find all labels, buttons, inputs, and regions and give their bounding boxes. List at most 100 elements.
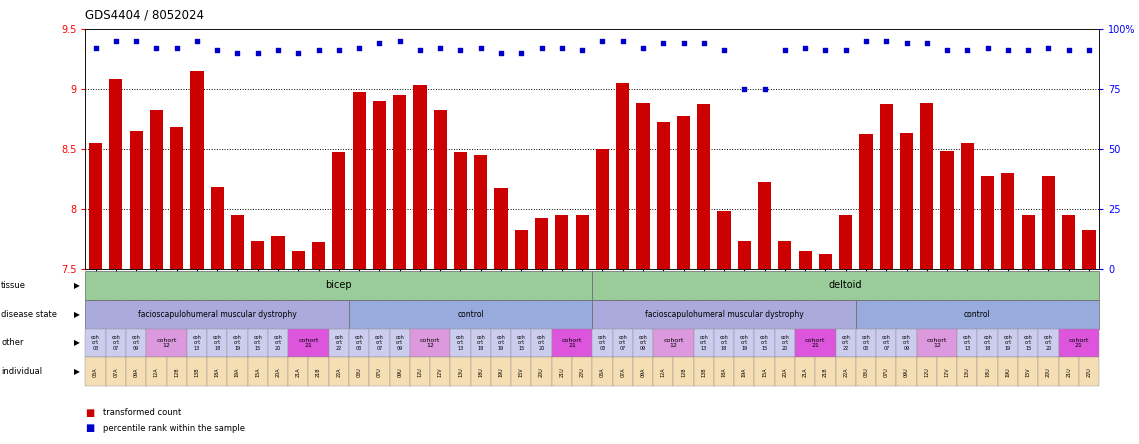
Text: coh
ort
15: coh ort 15: [760, 335, 769, 351]
Point: [817, 47, 835, 54]
Text: 03U: 03U: [357, 367, 361, 377]
Text: 21A: 21A: [803, 367, 808, 377]
Text: 12B: 12B: [174, 367, 179, 377]
Text: cohort
21: cohort 21: [805, 337, 826, 349]
Text: 19A: 19A: [741, 367, 747, 377]
Bar: [271, 236, 285, 269]
Text: 07U: 07U: [377, 367, 382, 377]
Point: [451, 47, 469, 54]
Text: 12U: 12U: [925, 367, 929, 377]
Point: [614, 37, 632, 44]
Bar: [941, 151, 953, 269]
Point: [958, 47, 976, 54]
Text: 22U: 22U: [580, 367, 584, 377]
Point: [431, 44, 449, 52]
Bar: [575, 215, 589, 269]
Text: coh
ort
03: coh ort 03: [354, 335, 363, 351]
Bar: [109, 79, 122, 269]
Text: 15A: 15A: [255, 367, 260, 377]
Text: control: control: [964, 309, 991, 319]
Text: deltoid: deltoid: [829, 280, 862, 290]
Bar: [819, 254, 831, 269]
Text: coh
ort
13: coh ort 13: [192, 335, 202, 351]
Text: 20U: 20U: [539, 367, 544, 377]
Bar: [860, 135, 872, 269]
Point: [877, 37, 895, 44]
Text: 15V: 15V: [1026, 367, 1031, 377]
Bar: [879, 104, 893, 269]
Text: coh
ort
19: coh ort 19: [1003, 335, 1013, 351]
Text: ■: ■: [85, 408, 95, 418]
Point: [999, 47, 1017, 54]
Text: coh
ort
03: coh ort 03: [598, 335, 607, 351]
Text: control: control: [457, 309, 484, 319]
Bar: [798, 250, 812, 269]
Text: cohort
21: cohort 21: [562, 337, 582, 349]
Text: bicep: bicep: [326, 280, 352, 290]
Text: ▶: ▶: [74, 367, 80, 377]
Text: coh
ort
18: coh ort 18: [476, 335, 485, 351]
Text: percentile rank within the sample: percentile rank within the sample: [103, 424, 245, 433]
Text: coh
ort
15: coh ort 15: [517, 335, 526, 351]
Text: 19U: 19U: [1006, 367, 1010, 377]
Text: coh
ort
09: coh ort 09: [902, 335, 911, 351]
Text: 18U: 18U: [478, 367, 483, 377]
Text: cohort
21: cohort 21: [1068, 337, 1089, 349]
Point: [167, 44, 186, 52]
Bar: [393, 95, 407, 269]
Text: cohort
21: cohort 21: [298, 337, 319, 349]
Text: coh
ort
09: coh ort 09: [639, 335, 647, 351]
Text: coh
ort
20: coh ort 20: [780, 335, 789, 351]
Point: [533, 44, 551, 52]
Bar: [596, 149, 609, 269]
Text: 22A: 22A: [843, 367, 849, 377]
Text: coh
ort
07: coh ort 07: [112, 335, 121, 351]
Text: disease state: disease state: [1, 309, 57, 319]
Text: coh
ort
20: coh ort 20: [1044, 335, 1052, 351]
Bar: [454, 152, 467, 269]
Bar: [150, 111, 163, 269]
Bar: [413, 85, 426, 269]
Point: [939, 47, 957, 54]
Point: [350, 44, 368, 52]
Point: [857, 37, 875, 44]
Text: coh
ort
18: coh ort 18: [983, 335, 992, 351]
Bar: [778, 241, 792, 269]
Bar: [170, 127, 183, 269]
Point: [1059, 47, 1077, 54]
Text: 12A: 12A: [661, 367, 665, 377]
Text: cohort
12: cohort 12: [663, 337, 683, 349]
Text: coh
ort
22: coh ort 22: [335, 335, 343, 351]
Point: [330, 47, 349, 54]
Text: 19A: 19A: [235, 367, 240, 377]
Point: [654, 40, 672, 47]
Point: [633, 44, 652, 52]
Point: [289, 49, 308, 56]
Text: GDS4404 / 8052024: GDS4404 / 8052024: [85, 9, 204, 22]
Bar: [211, 187, 223, 269]
Point: [552, 44, 571, 52]
Text: transformed count: transformed count: [103, 408, 181, 417]
Bar: [616, 83, 629, 269]
Point: [310, 47, 328, 54]
Text: 12V: 12V: [944, 367, 950, 377]
Text: coh
ort
03: coh ort 03: [861, 335, 870, 351]
Bar: [231, 215, 244, 269]
Bar: [697, 104, 711, 269]
Point: [391, 37, 409, 44]
Point: [370, 40, 388, 47]
Text: cohort
12: cohort 12: [420, 337, 441, 349]
Text: 21U: 21U: [1066, 367, 1071, 377]
Point: [1019, 47, 1038, 54]
Bar: [353, 92, 366, 269]
Text: 03U: 03U: [863, 367, 868, 377]
Text: 20A: 20A: [276, 367, 280, 377]
Text: facioscapulohumeral muscular dystrophy: facioscapulohumeral muscular dystrophy: [138, 309, 296, 319]
Bar: [657, 123, 670, 269]
Text: cohort
12: cohort 12: [927, 337, 948, 349]
Bar: [556, 215, 568, 269]
Text: coh
ort
19: coh ort 19: [233, 335, 241, 351]
Text: coh
ort
20: coh ort 20: [538, 335, 546, 351]
Bar: [190, 71, 204, 269]
Text: 12V: 12V: [437, 367, 443, 377]
